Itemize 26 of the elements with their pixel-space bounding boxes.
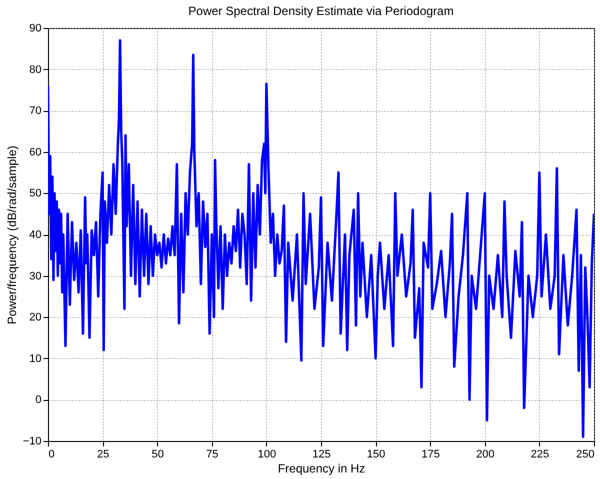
x-tick-label: 125 xyxy=(312,448,331,460)
y-tick-label: 70 xyxy=(29,105,42,118)
y-tick-label: −10 xyxy=(22,436,42,448)
x-tick-label: 75 xyxy=(206,448,218,460)
x-axis-title: Frequency in Hz xyxy=(278,462,366,476)
y-tick-label: 30 xyxy=(29,270,42,282)
y-tick-label: 0 xyxy=(35,394,42,406)
x-tick-label: 150 xyxy=(366,448,386,460)
y-tick-label: 20 xyxy=(29,312,42,324)
y-tick-label: 90 xyxy=(29,22,42,34)
x-tick-label: 200 xyxy=(476,448,494,460)
x-tick-label: 225 xyxy=(530,448,550,460)
x-tick-label: 50 xyxy=(152,448,164,460)
x-tick-label: 25 xyxy=(96,448,110,460)
x-tick-label: 250 xyxy=(576,448,594,460)
y-tick-label: 50 xyxy=(29,188,42,200)
chart-title: Power Spectral Density Estimate via Periodogram xyxy=(188,4,454,18)
x-tick-label: 100 xyxy=(258,448,276,460)
x-tick-label: 0 xyxy=(48,448,55,460)
y-tick-label: 60 xyxy=(29,146,42,158)
line-series xyxy=(48,39,594,438)
y-tick-label: 80 xyxy=(29,64,42,76)
y-tick-label: 10 xyxy=(29,352,42,365)
y-axis-title: Power/frequency (dB/rad/sample) xyxy=(4,146,19,324)
x-tick-label: 175 xyxy=(422,448,440,460)
y-tick-label: 40 xyxy=(29,229,42,241)
